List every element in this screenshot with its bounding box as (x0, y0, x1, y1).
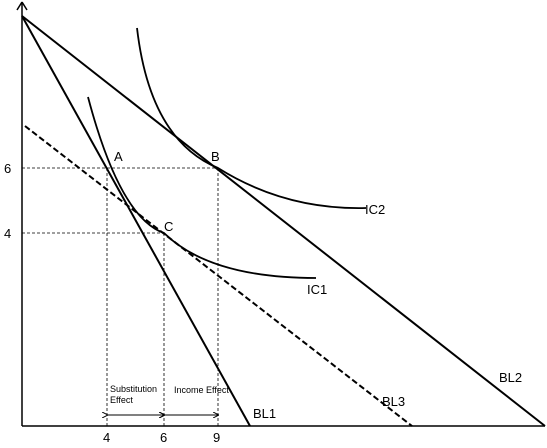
y-axis-arrow-right (21, 1, 28, 11)
y-axis-arrow-left (16, 1, 23, 11)
indifference-curve-ic1 (87, 96, 317, 279)
ic1-label: IC1 (307, 282, 327, 297)
x-tick-4: 4 (103, 430, 110, 445)
budget-line-bl3 (24, 125, 413, 427)
point-a-label: A (114, 149, 123, 164)
guide-lines (22, 167, 219, 426)
budget-line-bl1 (21, 15, 251, 427)
bl2-label: BL2 (499, 370, 522, 385)
bl3-label: BL3 (382, 394, 405, 409)
budget-line-bl2 (21, 15, 546, 427)
ic2-label: IC2 (365, 202, 385, 217)
point-c-label: C (164, 219, 173, 234)
income-effect-label: Income Effect (174, 385, 229, 395)
y-tick-6: 6 (4, 161, 11, 176)
substitution-effect-label-line2: Effect (110, 395, 133, 405)
bl1-label: BL1 (253, 406, 276, 421)
substitution-effect-label-line1: Substitution (110, 384, 157, 394)
x-tick-6: 6 (160, 430, 167, 445)
indifference-curve-ic2 (136, 27, 367, 209)
point-b-label: B (211, 149, 220, 164)
y-tick-4: 4 (4, 226, 11, 241)
x-tick-9: 9 (213, 430, 220, 445)
